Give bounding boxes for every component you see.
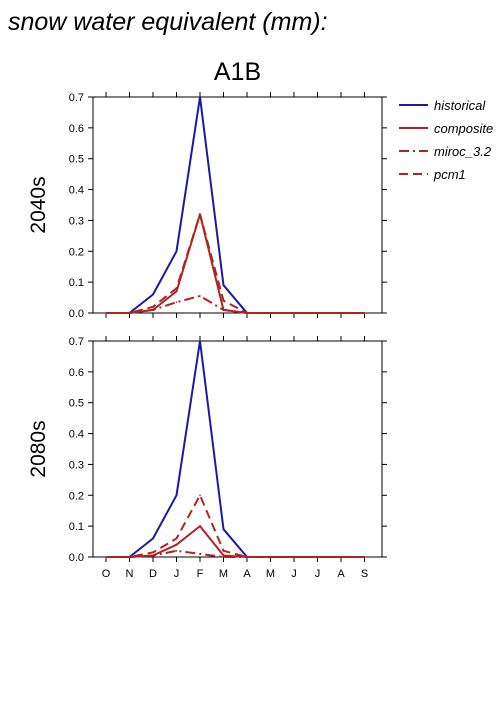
x-tick-label: D xyxy=(149,568,157,580)
data-point-composite xyxy=(175,543,178,546)
y-tick-label: 0.6 xyxy=(69,367,84,379)
series-line-miroc_3.2 xyxy=(106,295,365,314)
data-point-pcm1 xyxy=(128,312,131,314)
x-tick-label: J xyxy=(291,568,297,580)
data-point-historical xyxy=(199,340,201,342)
data-point-pcm1 xyxy=(340,312,342,314)
y-tick-label: 0.6 xyxy=(69,123,84,135)
data-point-pcm1 xyxy=(199,213,201,216)
data-point-pcm1 xyxy=(128,556,131,558)
series-line-composite xyxy=(106,525,365,558)
series-line-pcm1 xyxy=(106,213,365,314)
data-point-pcm1 xyxy=(316,312,319,314)
x-tick-label: F xyxy=(197,568,204,580)
data-point-historical xyxy=(222,284,225,287)
data-point-historical xyxy=(199,96,201,98)
y-tick-label: 0.2 xyxy=(69,490,84,502)
scenario-title: A1B xyxy=(214,58,261,86)
data-point-miroc_3.2 xyxy=(222,556,225,558)
data-point-historical xyxy=(152,293,154,296)
data-point-pcm1 xyxy=(293,312,295,314)
plot-frame-2040s xyxy=(92,96,383,314)
x-tick-label: S xyxy=(361,568,368,580)
y-tick-label: 0.7 xyxy=(69,336,84,348)
data-point-pcm1 xyxy=(269,312,272,314)
data-point-pcm1 xyxy=(363,556,366,558)
data-point-miroc_3.2 xyxy=(152,554,154,557)
series-line-historical xyxy=(106,96,365,314)
data-point-miroc_3.2 xyxy=(152,309,154,311)
data-point-miroc_3.2 xyxy=(199,295,201,297)
legend-label-historical: historical xyxy=(434,98,486,113)
y-tick-label: 0.4 xyxy=(69,185,84,197)
y-tick-label: 0.1 xyxy=(69,521,84,533)
series-line-miroc_3.2 xyxy=(106,549,365,558)
y-tick-label: 0.5 xyxy=(69,154,84,166)
x-tick-label: A xyxy=(243,568,251,580)
y-tick-label: 0.4 xyxy=(69,429,84,441)
data-point-pcm1 xyxy=(222,550,225,552)
panel-label-2080s: 2080s xyxy=(27,420,50,477)
data-point-composite xyxy=(199,525,201,527)
y-tick-label: 0.1 xyxy=(69,277,84,289)
data-point-pcm1 xyxy=(316,556,319,558)
data-point-pcm1 xyxy=(175,287,178,290)
x-tick-label: M xyxy=(266,568,275,580)
x-tick-label: O xyxy=(102,568,111,580)
y-tick-label: 0.0 xyxy=(69,552,84,564)
y-tick-label: 0.2 xyxy=(69,246,84,258)
data-point-pcm1 xyxy=(105,312,107,314)
panel-label-2040s: 2040s xyxy=(27,176,50,233)
series-line-historical xyxy=(106,340,365,558)
y-tick-label: 0.3 xyxy=(69,459,84,471)
plot-frame-2080s xyxy=(92,340,383,558)
data-point-pcm1 xyxy=(269,556,272,558)
data-point-pcm1 xyxy=(199,494,201,497)
x-tick-label: N xyxy=(126,568,134,580)
x-tick-label: M xyxy=(219,568,228,580)
x-tick-label: J xyxy=(174,568,180,580)
data-point-historical xyxy=(175,494,178,497)
data-point-historical xyxy=(152,537,154,540)
data-point-pcm1 xyxy=(340,556,342,558)
data-point-pcm1 xyxy=(152,551,154,554)
x-tick-label: A xyxy=(337,568,345,580)
y-tick-label: 0.5 xyxy=(69,398,84,410)
data-point-historical xyxy=(175,250,178,253)
series-line-pcm1 xyxy=(106,494,365,558)
data-point-miroc_3.2 xyxy=(175,301,178,304)
data-point-pcm1 xyxy=(105,556,107,558)
legend-label-composite: composite xyxy=(434,121,493,136)
y-tick-label: 0.3 xyxy=(69,215,84,227)
data-point-composite xyxy=(175,290,178,293)
data-point-composite xyxy=(222,554,225,557)
y-tick-label: 0.7 xyxy=(69,92,84,104)
data-point-pcm1 xyxy=(363,312,366,314)
data-point-miroc_3.2 xyxy=(175,550,178,552)
legend-label-pcm1: pcm1 xyxy=(433,167,466,182)
data-point-miroc_3.2 xyxy=(222,309,225,311)
legend-label-miroc_3.2: miroc_3.2 xyxy=(434,144,492,159)
data-point-pcm1 xyxy=(175,537,178,540)
figure-title: snow water equivalent (mm): xyxy=(8,8,328,36)
data-point-historical xyxy=(222,528,225,531)
data-point-pcm1 xyxy=(246,556,248,558)
data-point-pcm1 xyxy=(246,312,248,314)
data-point-pcm1 xyxy=(293,556,295,558)
data-point-pcm1 xyxy=(152,306,154,308)
x-tick-label: J xyxy=(315,568,321,580)
data-point-miroc_3.2 xyxy=(199,553,201,555)
y-tick-label: 0.0 xyxy=(69,308,84,320)
data-point-pcm1 xyxy=(222,299,225,302)
